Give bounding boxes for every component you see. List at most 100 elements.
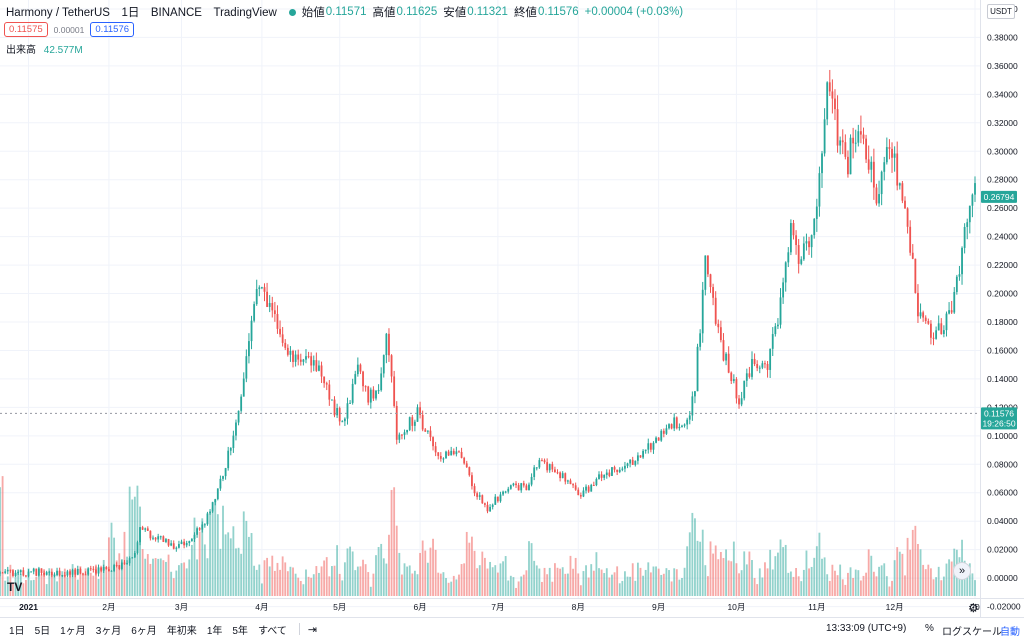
volume-bar [92, 575, 95, 596]
volume-bar [592, 570, 595, 596]
candle-body [722, 340, 725, 361]
symbol-title[interactable]: Harmony / TetherUS 1日 BINANCE TradingVie… [6, 7, 277, 19]
volume-bar [512, 577, 515, 596]
volume-bar [286, 571, 289, 596]
candle-body [131, 557, 134, 559]
timeframe-5d[interactable]: 5日 [34, 625, 51, 637]
candle-body [190, 539, 193, 542]
volume-label[interactable]: 出来高 [6, 45, 36, 56]
volume-bar [551, 581, 554, 596]
volume-bar [761, 577, 764, 596]
candle-body [909, 226, 912, 253]
tradingview-logo-icon[interactable]: TV [7, 580, 23, 594]
price-scale[interactable]: 0.400000.380000.360000.340000.320000.300… [987, 4, 1021, 612]
percent-button[interactable]: % [925, 623, 934, 634]
timeframe-1m[interactable]: 1ヶ月 [60, 625, 86, 637]
last-price-label: 0.26794 [981, 190, 1017, 203]
volume-bar [831, 564, 834, 596]
volume-bar [154, 558, 157, 596]
volume-bar [849, 567, 852, 596]
candle-body [216, 488, 219, 500]
candle-body [683, 424, 686, 426]
candle-body [491, 504, 494, 507]
timeframe-6m[interactable]: 6ヶ月 [131, 625, 157, 637]
candle-body [880, 171, 883, 195]
volume-bar [535, 565, 538, 596]
candle-body [32, 568, 35, 572]
candle-body [185, 543, 188, 546]
clock[interactable]: 13:33:09 (UTC+9) [826, 623, 907, 634]
candle-body [95, 569, 97, 574]
candle-body [950, 310, 953, 313]
candle-body [914, 258, 917, 293]
goto-date-icon[interactable]: ⇥ [307, 623, 318, 636]
candle-body [297, 354, 300, 360]
volume-bar [561, 567, 564, 596]
candle-body [180, 541, 183, 545]
candle-body [476, 493, 479, 497]
volume-bar [564, 573, 567, 596]
timeframe-1d[interactable]: 1日 [9, 625, 25, 637]
candle-body [777, 324, 779, 327]
candle-body [504, 491, 507, 493]
volume-bar [774, 556, 777, 596]
candle-body [707, 255, 709, 275]
timeframe-ytd[interactable]: 年初来 [166, 625, 197, 637]
time-scale[interactable]: 2021 2月 3月 4月 5月 6月 7月 8月 9月 10月 11月 12月 20 [19, 602, 980, 612]
volume-bar [429, 547, 432, 596]
volume-bar [63, 568, 66, 596]
log-scale-button[interactable]: ログスケール [942, 627, 1002, 638]
volume-bar [460, 564, 463, 596]
price-tick-label: 0.36000 [987, 61, 1018, 71]
timeframe-1y[interactable]: 1年 [206, 625, 223, 637]
volume-bar [452, 575, 455, 596]
volume-bar [279, 569, 281, 596]
volume-bar [883, 563, 886, 596]
candle-body [888, 147, 891, 149]
timeframe-3m[interactable]: 3ヶ月 [95, 625, 122, 637]
candle-body [896, 153, 899, 186]
candle-body [432, 437, 434, 447]
candle-body [844, 142, 847, 157]
volume-bar [691, 512, 694, 596]
candle-body [696, 346, 699, 392]
candle-body [862, 134, 865, 139]
candle-body [927, 321, 930, 324]
volume-bar [857, 570, 860, 596]
gear-icon[interactable]: ⚙ [968, 601, 979, 615]
currency-button[interactable]: USDT [987, 4, 1015, 19]
candle-body [732, 379, 735, 382]
buy-button[interactable]: 0.11576 [90, 22, 135, 37]
candle-body [346, 403, 349, 419]
timeframe-all[interactable]: すべて [257, 625, 287, 637]
volume-bar [559, 568, 562, 596]
time-tick-label: 4月 [255, 602, 268, 612]
volume-bar [515, 587, 517, 596]
candle-body [338, 408, 341, 422]
volume-bar [115, 560, 118, 596]
candle-body [40, 568, 43, 573]
auto-scale-button[interactable]: 自動 [1000, 627, 1020, 638]
candle-body [356, 364, 359, 375]
candle-body [551, 464, 554, 470]
volume-bar [844, 584, 847, 596]
volume-bar [662, 573, 665, 596]
scroll-to-realtime-icon[interactable]: » [953, 562, 971, 580]
sell-button[interactable]: 0.11575 [4, 22, 48, 37]
candle-body [483, 503, 486, 505]
volume-bar [40, 574, 43, 596]
candle-body [14, 572, 17, 576]
candle-body [854, 142, 857, 144]
volume-bar [922, 564, 925, 596]
candle-body [974, 183, 976, 195]
volume-bar [416, 574, 419, 596]
volume-bar [268, 566, 271, 596]
volume-bar [707, 576, 709, 596]
candle-body [681, 425, 683, 427]
candle-body [141, 527, 144, 530]
candle-body [364, 386, 367, 388]
volume-bar [237, 547, 240, 596]
timeframe-5y[interactable]: 5年 [232, 625, 248, 637]
volume-bar [590, 564, 593, 596]
